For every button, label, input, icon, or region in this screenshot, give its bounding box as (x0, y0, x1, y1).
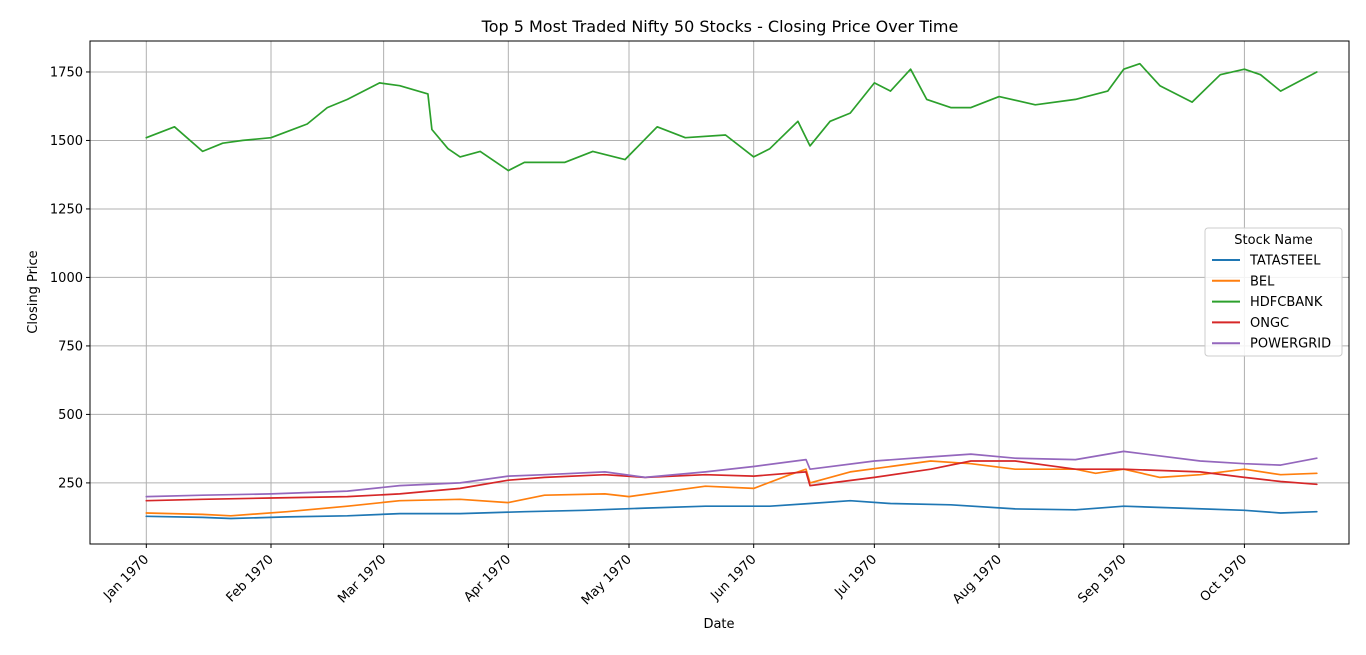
x-axis-ticks: Jan 1970 Feb 1970 Mar 1970 Apr 1970 May 1970… (100, 544, 1250, 608)
y-tick-label: 1000 (50, 271, 83, 286)
x-tick-label: Apr 1970 (461, 552, 514, 605)
legend-title: Stock Name (1234, 233, 1312, 248)
series-line-powergrid (145, 450, 1318, 498)
x-tick-label: Jun 1970 (708, 552, 760, 604)
chart-title: Top 5 Most Traded Nifty 50 Stocks - Clos… (481, 17, 959, 36)
y-tick-label: 1750 (50, 65, 83, 80)
legend-label-tatasteel: TATASTEEL (1249, 254, 1321, 269)
x-tick-label: Jan 1970 (100, 552, 152, 604)
legend-label-hdfcbank: HDFCBANK (1250, 295, 1323, 310)
x-tick-label: Aug 1970 (950, 552, 1005, 607)
series-line-hdfcbank (145, 62, 1318, 172)
legend-label-ongc: ONGC (1250, 316, 1289, 331)
y-axis-label: Closing Price (26, 250, 41, 333)
y-axis-ticks: 250 500 750 1000 1250 1500 1750 (50, 65, 90, 491)
y-tick-label: 500 (58, 408, 83, 423)
x-tick-label: Feb 1970 (224, 552, 277, 605)
legend-label-powergrid: POWERGRID (1250, 337, 1331, 352)
x-axis-label: Date (703, 617, 734, 632)
y-tick-label: 250 (58, 476, 83, 491)
y-tick-label: 1500 (50, 134, 83, 149)
legend: Stock Name TATASTEEL BEL HDFCBANK ONGC POWERG… (1204, 227, 1343, 357)
y-tick-label: 750 (58, 339, 83, 354)
x-tick-label: May 1970 (579, 552, 635, 608)
plot-frame (89, 40, 1350, 545)
series-line-ongc (145, 460, 1318, 502)
legend-label-bel: BEL (1250, 274, 1275, 289)
series-line-bel (145, 460, 1318, 517)
x-tick-label: Mar 1970 (335, 552, 389, 606)
series-lines (145, 62, 1318, 520)
y-tick-label: 1250 (50, 202, 83, 217)
x-tick-label: Oct 1970 (1197, 552, 1250, 605)
x-tick-label: Sep 1970 (1075, 552, 1129, 606)
x-tick-label: Jul 1970 (831, 552, 880, 601)
series-line-tatasteel (145, 499, 1318, 520)
grid (90, 41, 1349, 544)
